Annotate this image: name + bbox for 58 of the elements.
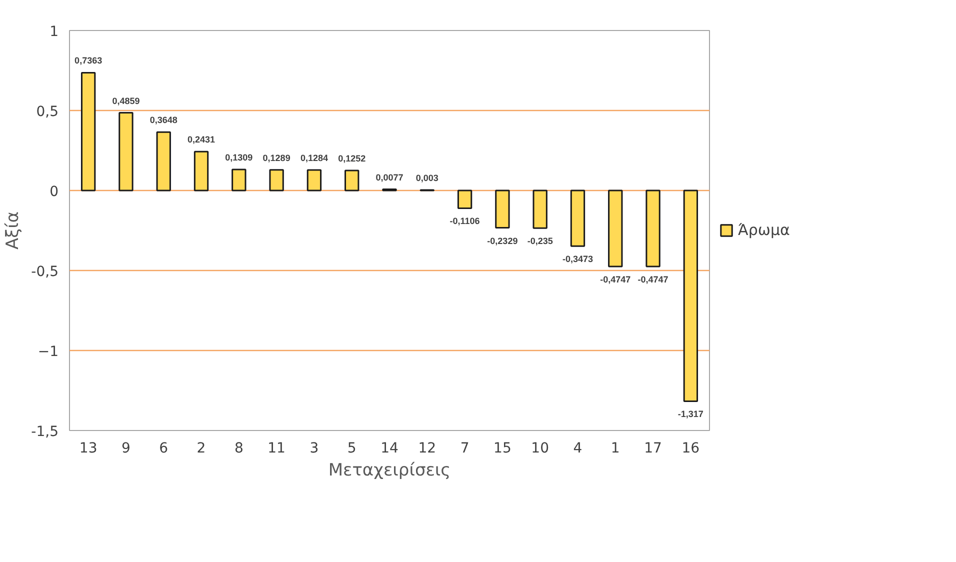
x-tick-label: 1	[610, 440, 620, 456]
x-tick-label: 15	[494, 440, 512, 456]
data-label: -0,2329	[487, 236, 518, 246]
y-tick-label: −1	[38, 344, 59, 360]
data-label: -0,4747	[600, 274, 631, 284]
x-tick-label: 16	[682, 440, 700, 456]
y-tick-label: 1	[50, 24, 59, 40]
x-tick-label: 2	[196, 440, 206, 456]
bar	[570, 190, 586, 247]
bar	[683, 190, 698, 402]
x-tick-label: 14	[380, 440, 398, 456]
data-label: -0,235	[527, 236, 553, 246]
x-tick-label: 5	[347, 440, 356, 456]
bar	[608, 190, 623, 268]
x-tick-label: 11	[268, 440, 286, 456]
data-label: 0,4859	[112, 96, 140, 106]
x-tick-label: 6	[159, 440, 168, 456]
data-label: 0,2431	[188, 134, 216, 145]
x-tick-label: 4	[573, 440, 582, 456]
legend-label: Άρωμα	[738, 221, 790, 239]
data-label: -0,1106	[450, 216, 480, 226]
data-label: 0,1284	[300, 152, 328, 163]
data-label: 0,1252	[338, 153, 366, 164]
x-tick-label: 3	[310, 440, 319, 456]
x-tick-label: 8	[234, 440, 244, 456]
data-label: 0,3648	[150, 115, 178, 126]
bar	[306, 169, 322, 192]
bar	[156, 131, 171, 192]
y-tick-label: 0	[50, 184, 59, 200]
data-label: -1,317	[678, 409, 704, 420]
x-tick-label: 17	[644, 440, 662, 456]
bar	[495, 190, 510, 229]
data-label: 0,7363	[74, 56, 102, 66]
bar	[646, 190, 660, 268]
data-label: -0,3473	[562, 254, 594, 264]
data-label: 0,1289	[262, 152, 290, 163]
y-tick-label: -0,5	[31, 264, 59, 280]
bar	[269, 169, 284, 192]
x-tick-label: 13	[79, 440, 98, 456]
x-tick-label: 9	[122, 440, 130, 456]
data-label: 0,1309	[225, 152, 253, 163]
bar	[118, 112, 134, 192]
y-axis-title: Αξία	[3, 211, 24, 250]
y-tick-label: 0,5	[36, 104, 58, 120]
bar	[194, 150, 209, 192]
x-axis-title: Μεταχειρίσεις	[328, 460, 451, 480]
data-label: 0,003	[416, 173, 438, 184]
x-tick-label: 10	[531, 440, 550, 456]
bar	[457, 190, 472, 209]
y-tick-label: -1,5	[31, 424, 59, 440]
bar	[532, 190, 548, 229]
x-tick-label: 12	[418, 440, 436, 456]
bar	[344, 170, 360, 192]
bar	[80, 72, 96, 192]
data-label: -0,4747	[638, 274, 668, 284]
x-tick-label: 7	[460, 440, 470, 456]
data-label: 0,0077	[376, 172, 404, 182]
bar	[232, 168, 246, 192]
